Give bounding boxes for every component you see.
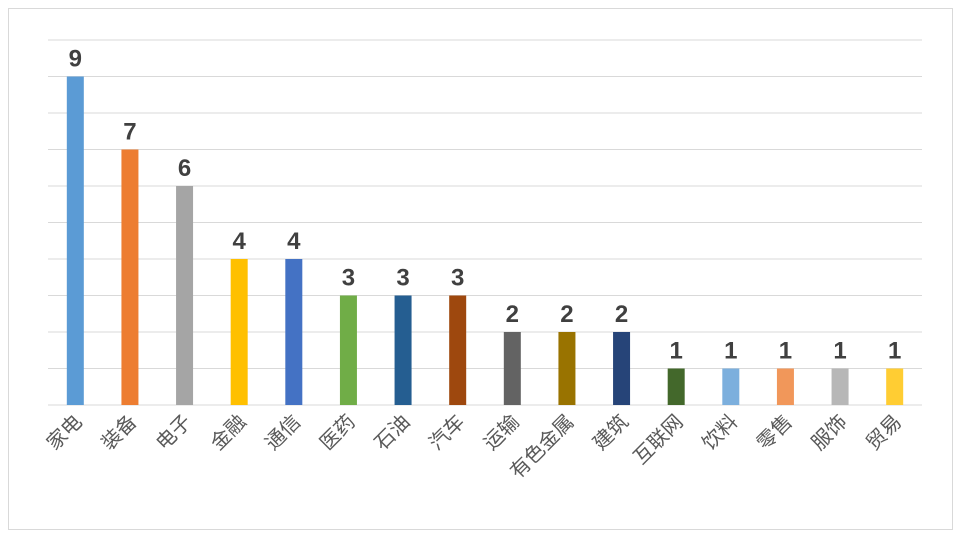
bar	[776, 368, 794, 405]
data-label: 1	[833, 338, 846, 365]
bar	[613, 332, 631, 405]
data-label: 7	[123, 119, 136, 146]
data-label: 2	[506, 301, 519, 328]
bar	[667, 368, 685, 405]
data-label: 6	[178, 155, 191, 182]
bar	[722, 368, 740, 405]
data-label: 1	[670, 338, 683, 365]
bar	[339, 295, 357, 405]
data-label: 2	[615, 301, 628, 328]
bar	[886, 368, 904, 405]
category-label: 金融	[205, 410, 250, 455]
bar	[230, 259, 248, 405]
category-label: 贸易	[861, 410, 906, 455]
bar	[66, 76, 84, 405]
category-label: 电子	[151, 410, 196, 455]
data-label: 4	[287, 228, 301, 255]
category-label: 通信	[260, 410, 305, 455]
data-label: 1	[724, 338, 737, 365]
data-label: 3	[451, 265, 464, 292]
data-label: 3	[342, 265, 355, 292]
data-label: 2	[560, 301, 573, 328]
data-label: 3	[396, 265, 409, 292]
bar	[503, 332, 521, 405]
category-label: 互联网	[628, 410, 687, 469]
data-label: 4	[233, 228, 247, 255]
category-label: 运输	[479, 410, 524, 455]
data-label: 9	[69, 46, 82, 73]
bar	[558, 332, 576, 405]
data-label: 1	[888, 338, 901, 365]
bar	[121, 149, 139, 405]
bar	[285, 259, 303, 405]
category-label: 建筑	[588, 410, 633, 455]
category-label: 饮料	[697, 410, 742, 455]
gridlines	[48, 39, 922, 406]
bar	[176, 186, 194, 405]
bar	[831, 368, 849, 405]
category-label: 医药	[315, 410, 360, 455]
value-labels: 9 7 6 4 4 3 3 3 2 2 2 1 1 1 1 1	[69, 46, 902, 365]
category-label: 零售	[752, 410, 797, 455]
category-label: 家电	[42, 410, 87, 455]
category-label: 服饰	[806, 410, 851, 455]
bar	[449, 295, 467, 405]
bars	[66, 76, 904, 405]
category-label: 石油	[369, 410, 414, 455]
bar	[394, 295, 412, 405]
category-label: 汽车	[424, 410, 469, 455]
data-label: 1	[779, 338, 792, 365]
chart-frame	[8, 8, 953, 530]
category-label: 装备	[96, 410, 141, 455]
